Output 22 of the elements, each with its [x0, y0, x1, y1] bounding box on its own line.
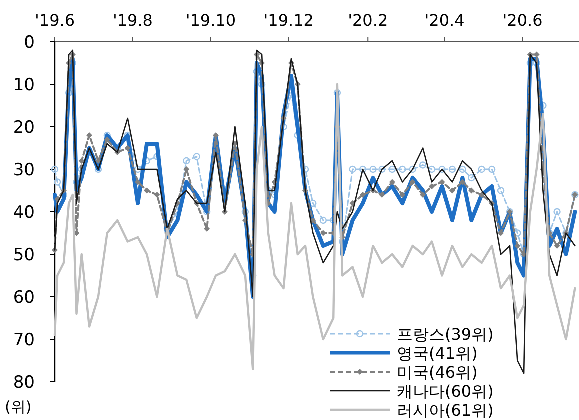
- y-tick-label: 0: [24, 33, 35, 53]
- y-tick-label: 60: [13, 288, 35, 308]
- y-tick-label: 10: [13, 76, 35, 96]
- x-tick-label: '20.2: [348, 11, 388, 30]
- x-tick-label: '20.6: [502, 11, 543, 30]
- y-tick-label: 70: [13, 330, 35, 350]
- y-axis-title: (위): [5, 398, 32, 416]
- x-tick-label: '19.12: [264, 11, 314, 30]
- y-tick-label: 50: [13, 246, 35, 266]
- legend-label: 영국(41위): [397, 344, 478, 363]
- legend-label: 캐나다(60위): [397, 382, 494, 401]
- legend-label: 러시아(61위): [397, 401, 494, 420]
- x-tick-label: '19.6: [34, 11, 76, 30]
- y-tick-label: 30: [13, 160, 35, 180]
- x-tick-label: '19.10: [186, 11, 236, 30]
- legend-label: 프랑스(39위): [397, 325, 494, 344]
- y-tick-label: 80: [13, 373, 35, 393]
- x-tick-label: '19.8: [112, 11, 153, 30]
- y-tick-label: 20: [13, 118, 35, 138]
- y-tick-label: 40: [13, 203, 35, 223]
- legend-label: 미국(46위): [397, 363, 478, 382]
- x-tick-label: '20.4: [424, 11, 465, 30]
